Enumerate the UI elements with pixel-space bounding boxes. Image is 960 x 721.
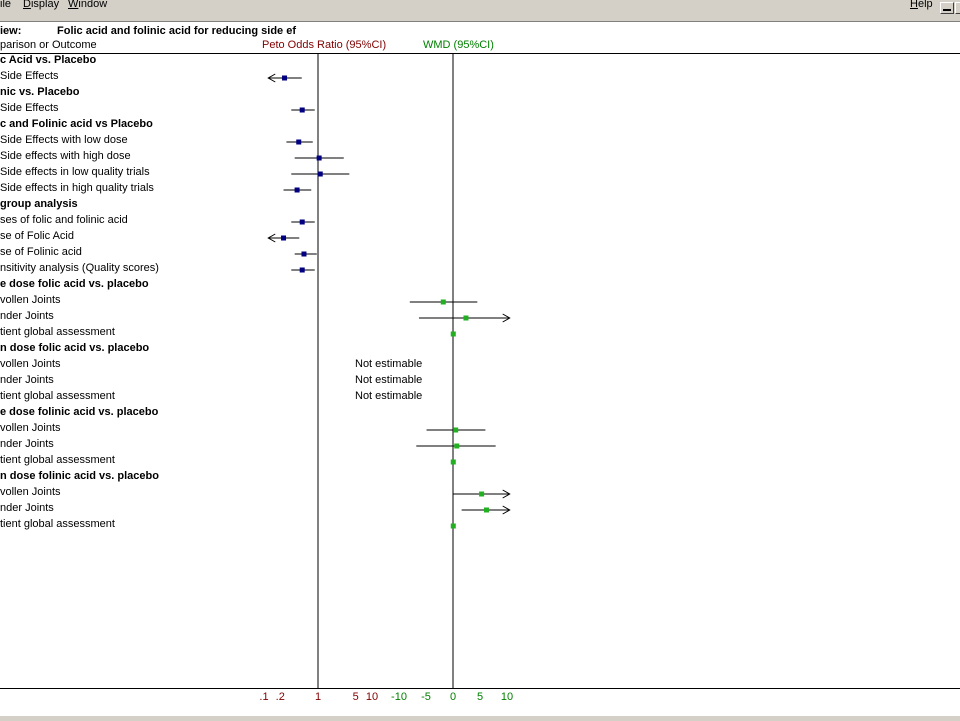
outcome-label[interactable]: vollen Joints <box>0 358 61 370</box>
point-estimate <box>450 331 456 337</box>
arrow-left-icon <box>267 233 276 243</box>
wmd-tick-label: 0 <box>449 691 457 703</box>
column-header-wmd: WMD (95%CI) <box>423 39 494 51</box>
outcome-label[interactable]: tient global assessment <box>0 518 115 530</box>
outcome-label[interactable]: nder Joints <box>0 374 54 386</box>
forest-plot-graphics <box>267 54 511 688</box>
outcome-label[interactable]: Side Effects <box>0 70 59 82</box>
point-estimate <box>316 155 322 161</box>
outcome-label[interactable]: se of Folic Acid <box>0 230 74 242</box>
menu-window[interactable]: Window <box>68 0 108 10</box>
outcome-label[interactable]: nder Joints <box>0 502 54 514</box>
point-estimate <box>317 171 323 177</box>
review-title: Folic acid and folinic acid for reducing… <box>57 25 296 37</box>
wmd-tick-label: 10 <box>500 691 514 703</box>
comparison-heading[interactable]: c and Folinic acid vs Placebo <box>0 118 153 130</box>
point-estimate <box>454 443 460 449</box>
point-estimate <box>299 219 305 225</box>
wmd-tick-label: -5 <box>421 691 431 703</box>
or-tick-label: 5 <box>352 691 359 703</box>
point-estimate <box>450 459 456 465</box>
or-tick-label: 1 <box>314 691 322 703</box>
outcome-label[interactable]: Side effects in high quality trials <box>0 182 154 194</box>
outcome-label[interactable]: Side Effects with low dose <box>0 134 128 146</box>
comparison-heading[interactable]: e dose folinic acid vs. placebo <box>0 406 159 418</box>
outcome-label[interactable]: nder Joints <box>0 438 54 450</box>
outcome-label[interactable]: vollen Joints <box>0 422 61 434</box>
restore-icon[interactable] <box>955 2 960 14</box>
minimize-icon[interactable] <box>940 2 954 14</box>
point-estimate <box>450 523 456 529</box>
outcome-label[interactable]: Side effects with high dose <box>0 150 131 162</box>
forest-plot: c Acid vs. Placebo Side Effects nic vs. Pl… <box>0 54 960 689</box>
point-estimate <box>479 491 485 497</box>
outcome-label[interactable]: nder Joints <box>0 310 54 322</box>
comparison-heading[interactable]: nic vs. Placebo <box>0 86 80 98</box>
point-estimate <box>453 427 459 433</box>
outcome-label[interactable]: Side Effects <box>0 102 59 114</box>
outcome-label[interactable]: vollen Joints <box>0 294 61 306</box>
point-estimate <box>301 251 307 257</box>
menu-file[interactable]: ile <box>0 0 12 10</box>
point-estimate <box>299 107 305 113</box>
point-estimate <box>296 139 302 145</box>
or-tick-label: .1 <box>259 691 269 703</box>
outcome-label[interactable]: ses of folic and folinic acid <box>0 214 128 226</box>
outcome-label[interactable]: nsitivity analysis (Quality scores) <box>0 262 159 274</box>
not-estimable-text: Not estimable <box>355 358 423 370</box>
comparison-heading[interactable]: n dose folinic acid vs. placebo <box>0 470 159 482</box>
point-estimate <box>299 267 305 273</box>
not-estimable-text: Not estimable <box>355 374 423 386</box>
point-estimate <box>463 315 469 321</box>
or-tick-label: .2 <box>275 691 285 703</box>
point-estimate <box>294 187 300 193</box>
arrow-right-icon <box>502 313 511 323</box>
axis-line <box>0 688 960 689</box>
outcome-label[interactable]: vollen Joints <box>0 486 61 498</box>
arrow-right-icon <box>502 505 511 515</box>
outcome-label[interactable]: Side effects in low quality trials <box>0 166 150 178</box>
point-estimate <box>440 299 446 305</box>
outcome-label[interactable]: tient global assessment <box>0 326 115 338</box>
review-label: iew: <box>0 25 22 37</box>
not-estimable-text: Not estimable <box>355 390 423 402</box>
wmd-tick-label: -10 <box>391 691 407 703</box>
column-header-outcome: parison or Outcome <box>0 39 97 51</box>
arrow-right-icon <box>502 489 511 499</box>
outcome-label[interactable]: tient global assessment <box>0 454 115 466</box>
status-bar <box>0 715 960 721</box>
menu-bar: ile Display Window Help <box>0 0 960 22</box>
arrow-left-icon <box>267 73 276 83</box>
outcome-label[interactable]: tient global assessment <box>0 390 115 402</box>
wmd-tick-label: 5 <box>476 691 484 703</box>
point-estimate <box>281 235 287 241</box>
or-tick-label: 10 <box>365 691 379 703</box>
comparison-heading[interactable]: c Acid vs. Placebo <box>0 54 97 66</box>
outcome-label[interactable]: se of Folinic acid <box>0 246 82 258</box>
comparison-heading[interactable]: e dose folic acid vs. placebo <box>0 278 149 290</box>
menu-help[interactable]: Help <box>910 0 933 10</box>
point-estimate <box>282 75 288 81</box>
point-estimate <box>483 507 489 513</box>
menu-display[interactable]: Display <box>23 0 60 10</box>
column-header-odds-ratio: Peto Odds Ratio (95%CI) <box>262 39 387 51</box>
review-header: iew: Folic acid and folinic acid for red… <box>0 22 960 54</box>
comparison-heading[interactable]: n dose folic acid vs. placebo <box>0 342 150 354</box>
comparison-heading[interactable]: group analysis <box>0 198 78 210</box>
axis-tick-labels: .1 .2 1 5 10 -10 -5 0 5 10 <box>0 691 960 707</box>
